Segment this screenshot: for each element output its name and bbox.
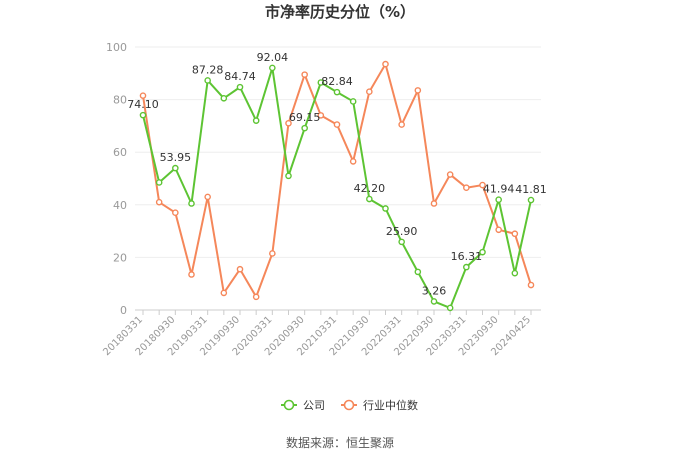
data-point [446,171,454,178]
legend-marker [283,399,295,411]
data-label: 53.95 [160,151,192,164]
data-point [479,181,486,189]
data-label: 74.10 [127,98,159,111]
data-point [527,281,535,289]
data-label: 41.81 [515,183,547,196]
data-point [236,265,244,273]
data-label: 84.74 [224,70,256,83]
y-tick-label: 20 [113,251,127,264]
y-tick-label: 40 [113,199,127,212]
data-point [188,200,195,207]
data-label: 41.94 [483,183,515,196]
data-point [269,64,276,72]
data-point [172,164,179,172]
y-tick-label: 80 [113,94,127,107]
data-point [463,184,470,192]
data-point [317,112,325,119]
data-point [172,209,179,216]
data-point [349,158,357,165]
data-point [236,83,244,91]
source-note: 数据来源：恒生聚源 [286,435,394,450]
series-layer [139,60,535,312]
legend-item[interactable]: 行业中位数 [341,398,418,412]
legend-item[interactable]: 公司 [281,399,325,412]
data-point [463,263,470,271]
data-point [527,196,535,204]
data-point [333,88,341,96]
data-point [398,238,405,246]
data-point [252,117,260,124]
data-point [495,226,502,234]
data-point [446,304,454,312]
data-point [139,92,147,99]
data-point [252,293,260,301]
data-label: 69.15 [289,111,321,124]
data-point [511,269,519,277]
data-label: 25.90 [386,225,418,238]
data-point [366,88,373,96]
y-tick-label: 0 [120,304,127,317]
data-point [430,298,438,305]
legend-marker [343,399,355,411]
data-point [317,79,325,86]
data-point [382,205,389,212]
data-point [495,196,502,203]
series-line [142,66,532,309]
data-point [414,87,422,94]
data-point [333,121,341,128]
data-point [382,60,389,68]
data-point [349,98,357,105]
data-point [220,289,228,297]
data-label: 42.20 [354,182,386,195]
data-label: 87.28 [192,63,224,76]
y-axis: 0 20 40 60 80 100 [106,41,127,317]
data-point [479,248,486,256]
data-point [220,94,228,102]
data-point [301,71,308,78]
data-point [188,271,195,278]
x-axis: 2018033120180930201903312019093020200331… [101,310,533,358]
legend-label: 行业中位数 [363,398,418,412]
data-label: 3.26 [422,284,447,297]
data-point [414,268,422,276]
data-point [204,77,211,84]
data-point [155,179,163,186]
data-point [204,193,211,201]
data-point [398,121,405,128]
y-tick-label: 100 [106,41,127,54]
y-tick-label: 60 [113,146,127,159]
data-point [269,250,276,257]
data-point [285,172,292,180]
grid [135,46,541,311]
data-point [511,230,519,238]
data-label: 16.31 [451,250,483,263]
data-point [139,111,147,119]
legend[interactable]: 公司 行业中位数 [281,398,418,412]
chart-title: 市净率历史分位（%） [265,3,415,21]
data-point [285,119,292,127]
legend-label: 公司 [303,399,325,412]
data-point [301,124,308,132]
data-point [155,198,163,206]
data-label: 82.84 [321,75,353,88]
data-point [430,200,438,207]
data-label: 92.04 [257,51,289,64]
data-point [366,195,373,203]
